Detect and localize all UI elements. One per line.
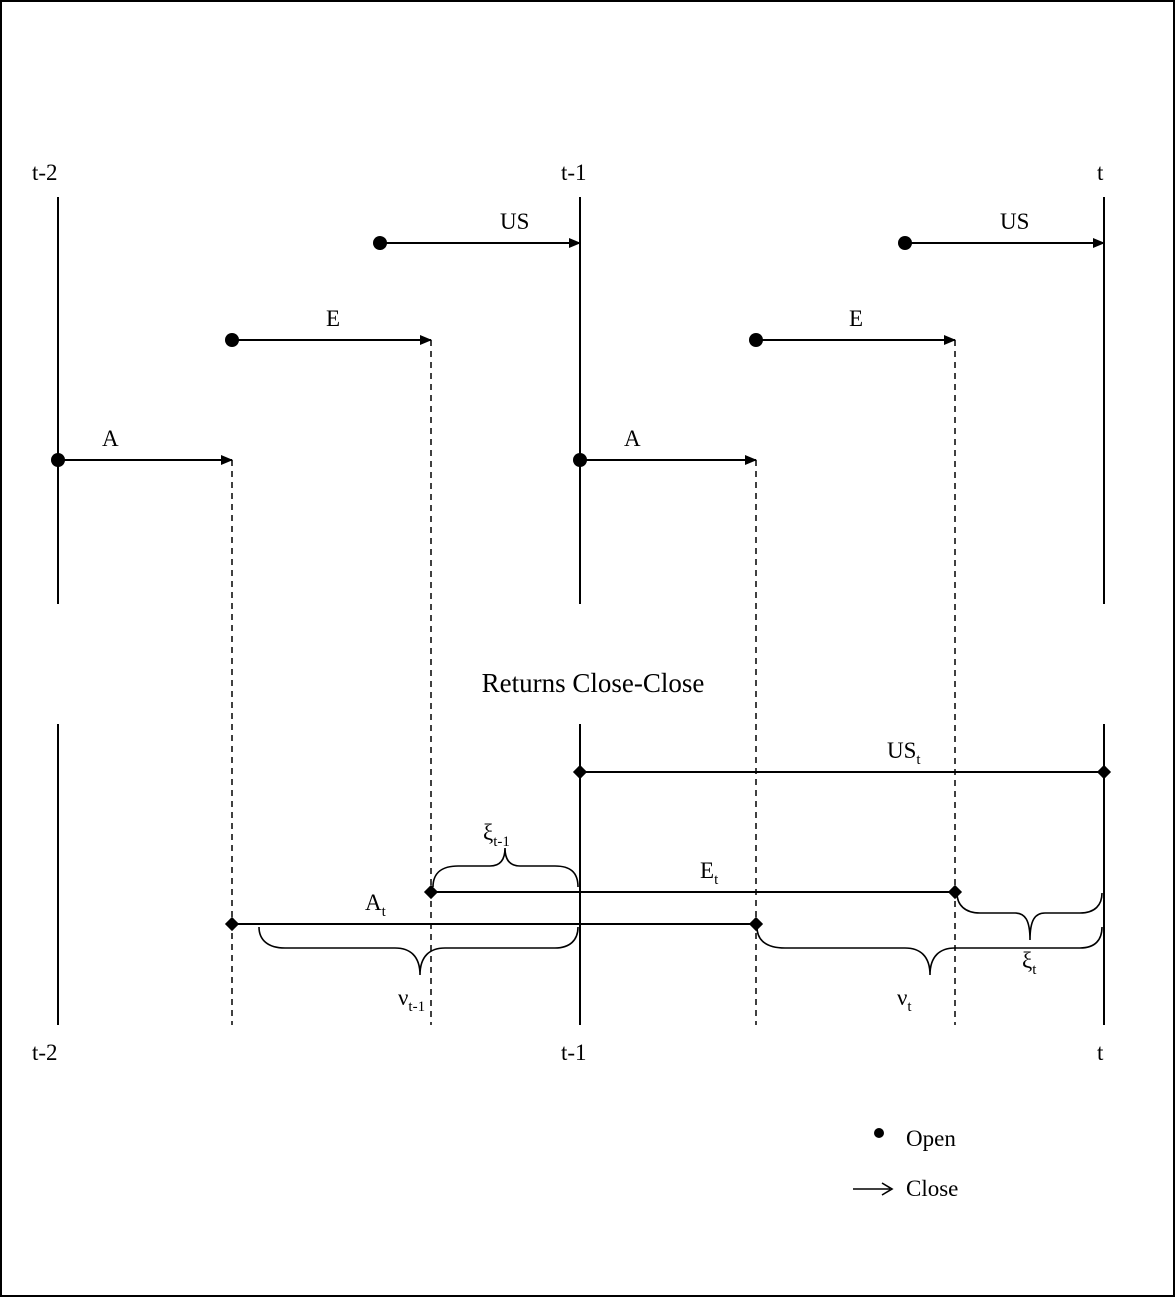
e-label-1: E xyxy=(326,306,340,331)
us-t-label: USt xyxy=(887,738,921,768)
legend-close-arrowhead xyxy=(881,1182,894,1196)
bottom-time-label-t: t xyxy=(1097,1040,1104,1065)
us-t-return: USt xyxy=(572,738,1112,780)
top-time-label-t-minus-2: t-2 xyxy=(32,160,58,185)
us-session-1: US xyxy=(373,209,581,250)
a-t-return: At xyxy=(224,890,764,932)
us-t-label-sub: t xyxy=(916,752,921,768)
section-title: Returns Close-Close xyxy=(482,668,705,698)
us-session-2: US xyxy=(898,209,1105,250)
a-label-1: A xyxy=(102,426,119,451)
dashed-guides xyxy=(231,340,956,1025)
legend-open-dot xyxy=(874,1128,884,1138)
e-t-label: Et xyxy=(700,858,719,888)
nu-t-sub: t xyxy=(907,999,912,1015)
us-t-start-diamond xyxy=(572,764,588,780)
e-t-end-diamond xyxy=(947,884,963,900)
e-session-1: E xyxy=(225,306,432,347)
e-label-2: E xyxy=(849,306,863,331)
legend: Open Close xyxy=(853,1126,958,1201)
a-t-label-base: A xyxy=(365,890,382,915)
bottom-time-label-t-minus-2: t-2 xyxy=(32,1040,58,1065)
e-t-return: Et xyxy=(423,858,963,900)
legend-close-label: Close xyxy=(906,1176,958,1201)
us-label-1: US xyxy=(500,209,529,234)
us-t-label-base: US xyxy=(887,738,916,763)
top-panel: t-2 t-1 t US US E E xyxy=(32,160,1105,604)
a-t-label-sub: t xyxy=(382,904,387,920)
xi-t-label: ξt xyxy=(1022,948,1037,978)
top-time-label-t: t xyxy=(1097,160,1104,185)
top-time-label-t-minus-1: t-1 xyxy=(561,160,587,185)
a-t-label: At xyxy=(365,890,387,920)
xi-t-base: ξ xyxy=(1022,948,1032,973)
e-t-label-sub: t xyxy=(714,872,719,888)
nu-t-minus-1-sub: t-1 xyxy=(408,999,425,1015)
a-t-end-diamond xyxy=(748,916,764,932)
a-session-2: A xyxy=(573,426,757,467)
a-label-2: A xyxy=(624,426,641,451)
xi-t-minus-1-brace xyxy=(432,847,579,888)
nu-t-base: ν xyxy=(897,985,907,1010)
a-t-start-diamond xyxy=(224,916,240,932)
bottom-panel: USt Et At ξt-1 ξt ν xyxy=(32,724,1112,1065)
e-session-2: E xyxy=(749,306,956,347)
us-label-2: US xyxy=(1000,209,1029,234)
us-t-end-diamond xyxy=(1096,764,1112,780)
xi-t-minus-1-base: ξ xyxy=(483,820,493,845)
a-session-1: A xyxy=(51,426,233,467)
nu-t-label: νt xyxy=(897,985,912,1015)
xi-t-minus-1-sub: t-1 xyxy=(493,834,510,850)
xi-t-sub: t xyxy=(1032,962,1037,978)
bottom-time-label-t-minus-1: t-1 xyxy=(561,1040,587,1065)
legend-open-label: Open xyxy=(906,1126,956,1151)
xi-t-minus-1-label: ξt-1 xyxy=(483,820,510,850)
e-t-label-base: E xyxy=(700,858,714,883)
e-t-start-diamond xyxy=(423,884,439,900)
xi-t-brace xyxy=(956,892,1103,941)
nu-t-minus-1-base: ν xyxy=(398,985,408,1010)
nu-t-brace xyxy=(756,926,1103,976)
nu-t-minus-1-label: νt-1 xyxy=(398,985,425,1015)
nu-t-minus-1-brace xyxy=(258,926,579,976)
